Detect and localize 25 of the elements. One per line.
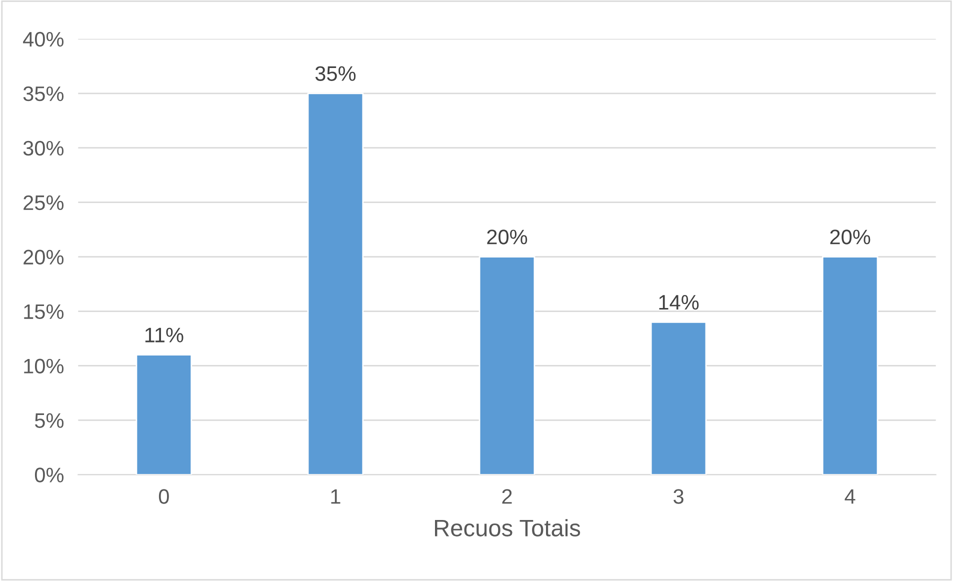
data-label: 20% bbox=[830, 230, 870, 244]
y-tick-label: 10% bbox=[24, 358, 64, 374]
data-label: 11% bbox=[145, 328, 184, 342]
y-tick-label: 15% bbox=[24, 304, 64, 320]
bar bbox=[136, 354, 192, 475]
bar bbox=[650, 321, 707, 475]
bar bbox=[478, 256, 536, 475]
y-tick-label: 25% bbox=[24, 195, 64, 210]
y-tick-label: 40% bbox=[23, 32, 64, 47]
data-label: 20% bbox=[487, 230, 528, 244]
x-axis-title: Recuos Totais bbox=[435, 519, 580, 536]
x-tick-label: 4 bbox=[844, 489, 856, 504]
bar bbox=[822, 256, 878, 475]
x-tick-label: 0 bbox=[158, 489, 169, 504]
y-tick-label: 20% bbox=[24, 250, 64, 265]
x-tick-label: 1 bbox=[331, 489, 340, 504]
y-tick-label: 0% bbox=[34, 468, 64, 482]
x-tick-label: 2 bbox=[502, 489, 512, 504]
y-tick-label: 5% bbox=[34, 413, 64, 428]
bar bbox=[307, 92, 364, 475]
y-tick-label: 35% bbox=[23, 86, 64, 102]
data-label: 35% bbox=[315, 66, 356, 81]
data-label: 14% bbox=[659, 295, 699, 310]
x-tick-label: 3 bbox=[674, 489, 684, 504]
y-tick-label: 30% bbox=[23, 140, 64, 156]
